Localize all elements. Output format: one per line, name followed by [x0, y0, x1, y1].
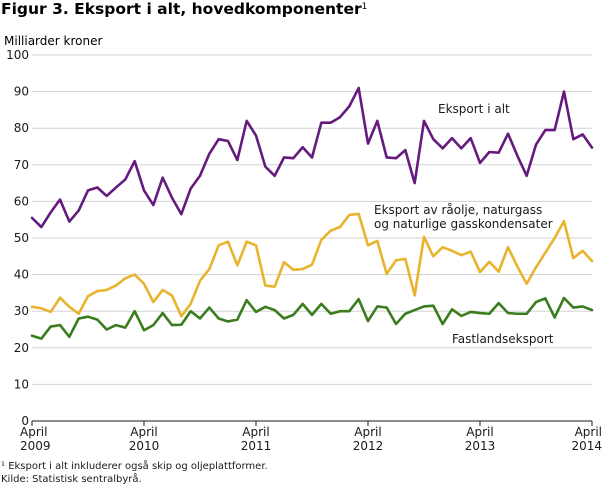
- x-tick-label-month: April: [354, 425, 381, 439]
- x-tick-label-month: April: [242, 425, 269, 439]
- x-axis: April2009April2010April2011April2012Apri…: [20, 420, 602, 453]
- x-tick-label-year: 2009: [20, 439, 51, 453]
- y-tick-label: 90: [14, 85, 29, 99]
- y-axis-ticks: 0 10 20 30 40 50 60 70 80 90 100: [6, 48, 29, 428]
- series-label-0: Eksport i alt: [438, 102, 510, 116]
- x-tick-label-month: April: [130, 425, 157, 439]
- series-line-1: [30, 212, 594, 318]
- y-tick-label: 100: [6, 48, 29, 62]
- series-line-0: [30, 86, 594, 229]
- x-tick-label-year: 2011: [241, 439, 272, 453]
- series-label-2: Fastlandseksport: [452, 332, 554, 346]
- x-tick-label-month: April: [466, 425, 493, 439]
- x-tick-label-year: 2012: [353, 439, 384, 453]
- y-tick-label: 30: [14, 304, 29, 318]
- gridlines: [32, 54, 592, 422]
- title-footnote-mark: 1: [362, 2, 368, 12]
- y-axis-unit-label: Milliarder kroner: [4, 34, 102, 48]
- y-tick-label: 0: [21, 414, 29, 428]
- series-labels: Eksport i alt Eksport av råolje, naturgas…: [374, 102, 554, 346]
- y-tick-label: 70: [14, 158, 29, 172]
- series-line-2: [30, 296, 594, 340]
- y-tick-label: 50: [14, 231, 29, 245]
- x-tick-label-year: 2014: [571, 439, 602, 453]
- y-tick-label: 40: [14, 268, 29, 282]
- x-tick-label-month: April: [575, 425, 602, 439]
- chart-title: Figur 3. Eksport i alt, hovedkomponenter…: [1, 0, 367, 18]
- y-tick-label: 10: [14, 377, 29, 391]
- x-tick-label-month: April: [20, 425, 47, 439]
- footnote-1: ¹ Eksport i alt inkluderer også skip og …: [1, 459, 268, 472]
- x-tick-label-year: 2010: [129, 439, 160, 453]
- footnote-source: Kilde: Statistisk sentralbyrå.: [1, 472, 142, 485]
- y-tick-label: 20: [14, 341, 29, 355]
- series-label-1: Eksport av råolje, naturgass: [374, 203, 542, 217]
- y-tick-label: 80: [14, 121, 29, 135]
- series-label-1: og naturlige gasskondensater: [374, 217, 553, 231]
- series-lines: [30, 86, 594, 340]
- y-tick-label: 60: [14, 194, 29, 208]
- x-tick-label-year: 2013: [465, 439, 496, 453]
